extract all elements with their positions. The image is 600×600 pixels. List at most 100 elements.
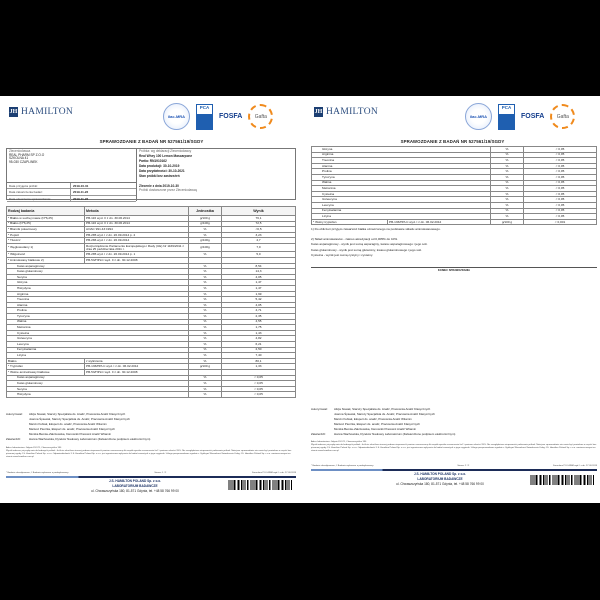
report-title: SPRAWOZDANIE Z BADAŃ NR 527561/19/SGDY — [99, 139, 204, 144]
sample-expiry-date: Data przydatności: 30-10-2021 — [139, 169, 185, 174]
hamilton-logo-mark: JH — [314, 107, 323, 117]
approved-by: Hanna Wachowska, Dyrektor Naukowy Labora… — [334, 432, 456, 436]
table-row: Prolina% < 0,05 — [311, 168, 597, 175]
table-row: * Wolne aminokwasy białkowe PB-53/HPLC wy… — [6, 368, 296, 376]
test-unit: g/100g — [188, 242, 222, 253]
col-header-result: Wynik — [221, 206, 296, 216]
table-row: Kwas glutaminowy% 14,3 — [6, 268, 296, 275]
table-row: Arginina% 1,99 — [6, 290, 296, 298]
test-name: Walina — [6, 318, 189, 326]
page-number: Strona: 1 / 2 — [154, 472, 167, 474]
ilac-mra-logo: ilac-MRA — [465, 103, 492, 130]
end-of-report-label: KONIEC SPRAWOZDANIA — [437, 269, 471, 272]
test-name: Kwas glutaminowy — [6, 380, 189, 387]
test-result: 7,0 — [221, 242, 296, 253]
client-name: REAL PHARM SP Z.O.O — [9, 152, 45, 157]
dates-table: Data przyjęcia próbki: 2019-10-31 Data zak… — [7, 182, 136, 202]
disclaimer-2: Adres laboratorium: Gdynia 81-571, Chwas… — [311, 441, 597, 453]
table-row: Histydyna% 1,47 — [6, 285, 296, 292]
results-table-page-1: Rodzaj badania Metoda Jednostka Wynik * … — [6, 206, 296, 398]
test-result: 1,47 — [221, 285, 296, 292]
footer-meta-1: * Badanie akredytowane; # Badanie wykona… — [6, 472, 296, 475]
test-name: Metionina — [6, 324, 189, 331]
test-result — [221, 257, 296, 264]
report-page-2: JH HAMILTON ilac-MRA PCA FOSFA Gafta SPR… — [305, 96, 600, 503]
table-row: Histydyna% < 0,05 — [6, 391, 296, 398]
client-street: SZKOLNA 41 — [9, 156, 29, 161]
authorizer: Mariusz Pieczka, Ekspert ds. analiz, Pra… — [334, 422, 420, 426]
hamilton-logo: JH HAMILTON — [9, 107, 73, 117]
footnote-1: 1) Do obliczeń przyjęto zawartość białka… — [311, 227, 441, 231]
test-result: 80,1 — [221, 357, 296, 365]
authorizer: Marcin Kubiak, Ekspert ds. analiz, Praco… — [334, 417, 412, 421]
test-name: Histydyna — [6, 391, 189, 398]
table-row: Izoleucyna% 4,82 — [6, 335, 296, 342]
test-name: Tyrozyna — [6, 313, 189, 320]
form-id: Formularz PO-14/BM wyd. I z dn. 27.03.20… — [553, 465, 597, 467]
table-row: * Węglowodany 1) Rozporządzenie Parlament… — [6, 242, 296, 253]
footer-line — [311, 469, 597, 471]
approved-label: Zatwierdził: — [6, 437, 21, 441]
date-row: Data zakończenia badań: 2019-11-22 — [7, 189, 136, 196]
results-table-page-2: Glicyna% < 0,05 Arginina% < 0,05 Treonina% < … — [311, 146, 597, 226]
barcode — [530, 475, 594, 485]
footer-line — [6, 476, 296, 478]
test-name: Seryna — [6, 273, 189, 281]
col-header-test: Rodzaj badania — [6, 206, 85, 216]
test-result: 2,35 — [221, 313, 296, 320]
table-row: * Tryptofan PB-136/HPLC wyd. I z dn. 06.0… — [6, 363, 296, 370]
date-label: Data zakończenia badań: — [7, 189, 71, 195]
disclaimer-1: Adres laboratorium: Gdynia 81-571, Chwas… — [6, 447, 296, 459]
test-result: < 0,001 — [523, 218, 597, 226]
table-row: Tyrozyna% 2,35 — [6, 313, 296, 320]
hamilton-logo-mark: JH — [9, 107, 18, 117]
hamilton-logo-text: HAMILTON — [326, 107, 379, 117]
test-result: 1,33 — [221, 363, 296, 370]
accreditation-logos: ilac-MRA PCA FOSFA Gafta — [465, 103, 576, 130]
sample-label: Próbka: wg deklaracji Zleceniodawcy — [139, 149, 192, 153]
authorization-block-2: Autoryzował: Alicja Nowak, Starszy Specja… — [311, 407, 597, 437]
disclaimer-text: Wyniki odnoszą się wyłącznie do badanych… — [6, 449, 292, 458]
footnote-aspartic: Kwas asparaginowy - wynik jest sumą aspa… — [311, 242, 428, 247]
fosfa-logo: FOSFA — [521, 113, 545, 120]
test-result: 6,21 — [221, 341, 296, 348]
company-address: ul. Chwaszczyńska 180, 81-571 Gdynia, te… — [91, 489, 179, 494]
test-result: 4,82 — [221, 335, 296, 342]
ilac-mra-logo: ilac-MRA — [163, 103, 190, 130]
pca-logo: PCA — [196, 103, 213, 130]
authorized-label: Autoryzował: — [6, 412, 23, 416]
table-row: Treonina% 5,42 — [6, 296, 296, 303]
test-method: Rozporządzenie Parlamentu Europejskiego … — [84, 242, 189, 253]
date-value: 2019-11-22 — [73, 190, 89, 195]
hamilton-logo: JH HAMILTON — [314, 107, 378, 117]
test-name: Kwas asparaginowy — [6, 262, 189, 270]
authorizer: Marcin Kubiak, Ekspert ds. analiz, Praco… — [29, 422, 107, 426]
table-row: Metionina% 1,75 — [6, 324, 296, 331]
pca-logo-text: PCA — [501, 104, 512, 110]
test-name: Treonina — [6, 296, 189, 303]
test-name: Fenyloalanina — [6, 346, 189, 354]
date-value: 2019-11-22 — [73, 196, 89, 201]
report-sheet: JH HAMILTON ilac-MRA PCA FOSFA Gafta SPR… — [0, 96, 600, 503]
table-row: Alanina% 4,05 — [6, 301, 296, 309]
test-name: Alanina — [6, 301, 189, 309]
test-result: < 0,05 — [221, 374, 296, 382]
gafta-logo: Gafta — [248, 104, 274, 129]
company-footer-2: J.S. HAMILTON POLAND Sp. z o.o. LABORATO… — [365, 472, 515, 488]
test-name: Leucyna — [6, 341, 189, 348]
client-label: Zleceniodawca — [9, 149, 31, 153]
authorized-label: Autoryzował: — [311, 407, 328, 411]
test-name: Kwas glutaminowy — [6, 268, 189, 275]
test-name: Seryna — [6, 385, 189, 393]
table-row: Seryna% 4,05 — [6, 273, 296, 281]
form-id: Formularz PO-14/BM wyd. I z dn. 27.03.20… — [252, 472, 296, 474]
accreditation-legend: * Badanie akredytowane; # Badanie wykona… — [311, 465, 374, 467]
test-result: 5,42 — [221, 296, 296, 303]
test-name: Kwas asparaginowy — [6, 374, 189, 382]
barcode — [228, 480, 292, 490]
authorizer: Mariusz Pieczka, Ekspert ds. analiz, Pra… — [29, 427, 115, 431]
test-result: 2,50 — [221, 346, 296, 354]
table-row: * Wilgotność PB-285 wyd. I z dn. 26.09.20… — [6, 251, 296, 259]
test-result: 7,40 — [221, 352, 296, 359]
report-title: SPRAWOZDANIE Z BADAŃ NR 527561/19/SGDY — [400, 139, 505, 144]
